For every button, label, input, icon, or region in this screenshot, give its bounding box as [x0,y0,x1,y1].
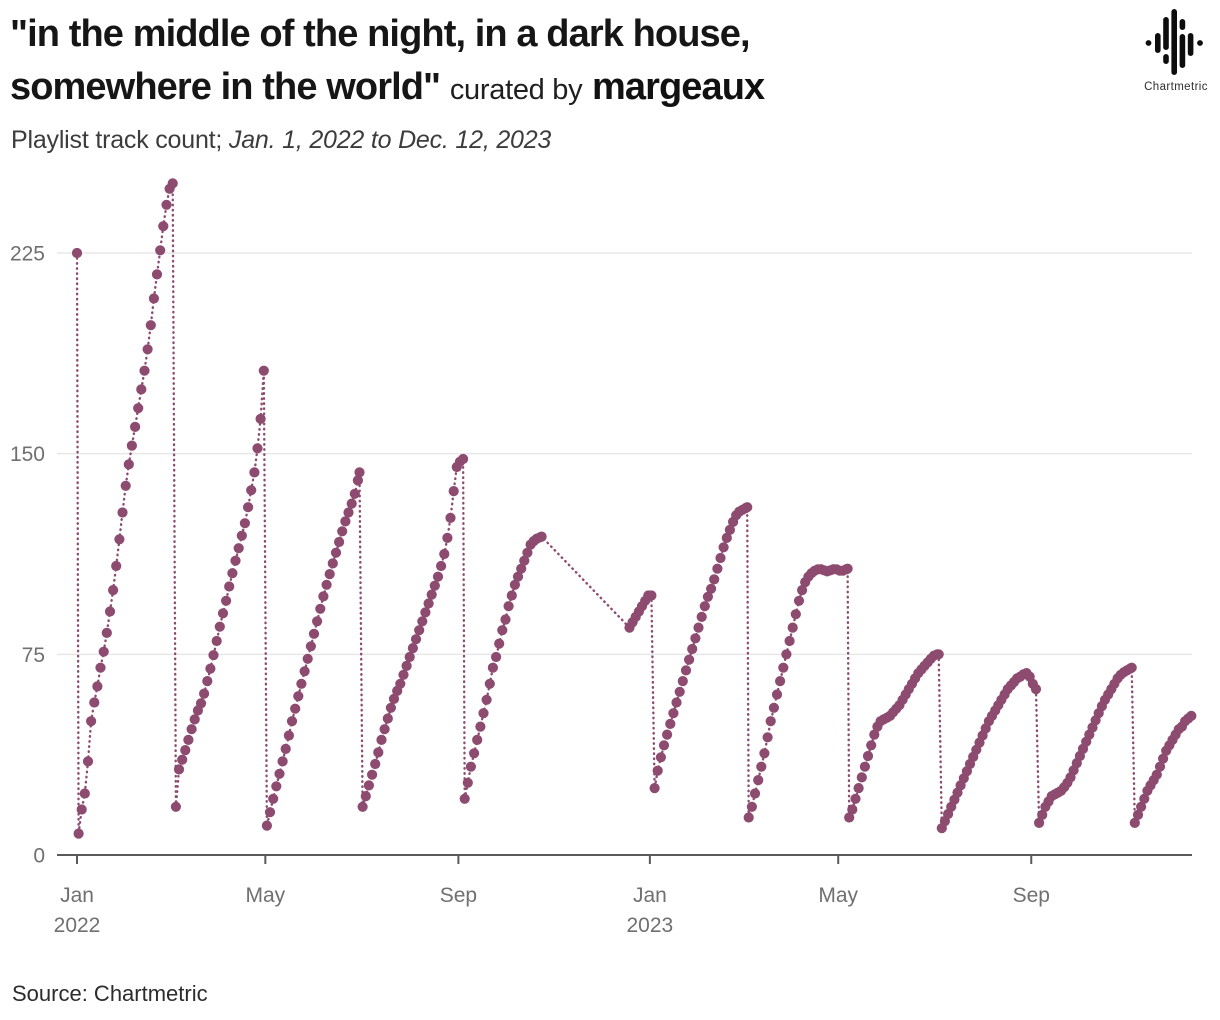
y-tick-label: 225 [10,242,45,265]
title-line-1: "in the middle of the night, in a dark h… [10,13,751,55]
y-tick-label: 75 [22,644,45,667]
subtitle-metric: Playlist track count; [11,126,223,154]
x-tick-year-label: 2022 [54,914,101,937]
curator-name: margeaux [591,66,765,108]
chartmetric-brand: Chartmetric [1136,6,1216,93]
page-title: "in the middle of the night, in a dark h… [10,8,1110,117]
x-tick-label: Sep [1013,884,1050,907]
playlist-chart-canvas: 0 75 150 225 Jan 2022 May Sep Jan 2023 May Sep [10,178,1197,937]
series-connector-line [75,178,1193,834]
playlist-track-count-chart: 0 75 150 225 Jan 2022 May Sep Jan 2023 May Sep [0,165,1220,965]
x-tick-label: Sep [440,884,477,907]
subtitle-date-range: Jan. 1, 2022 to Dec. 12, 2023 [228,126,552,154]
y-tick-label: 0 [33,845,45,868]
x-tick-label: Jan [60,884,94,907]
x-tick-label: May [245,884,285,907]
curated-by-label: curated by [449,74,583,106]
y-tick-label: 150 [10,443,45,466]
chart-subtitle: Playlist track count; Jan. 1, 2022 to De… [11,126,551,155]
x-tick-year-label: 2023 [627,914,674,937]
brand-name-label: Chartmetric [1144,81,1208,93]
series-points-layer [71,178,1197,839]
x-tick-label: May [818,884,858,907]
source-note: Source: Chartmetric [12,981,208,1006]
title-line-2: somewhere in the world" [10,66,441,108]
x-tick-label: Jan [633,884,667,907]
x-axis-layer: Jan 2022 May Sep Jan 2023 May Sep [54,854,1192,937]
grid-layer [57,252,1192,656]
y-axis-labels: 0 75 150 225 [10,242,45,867]
chartmetric-waveform-icon [1145,9,1203,75]
